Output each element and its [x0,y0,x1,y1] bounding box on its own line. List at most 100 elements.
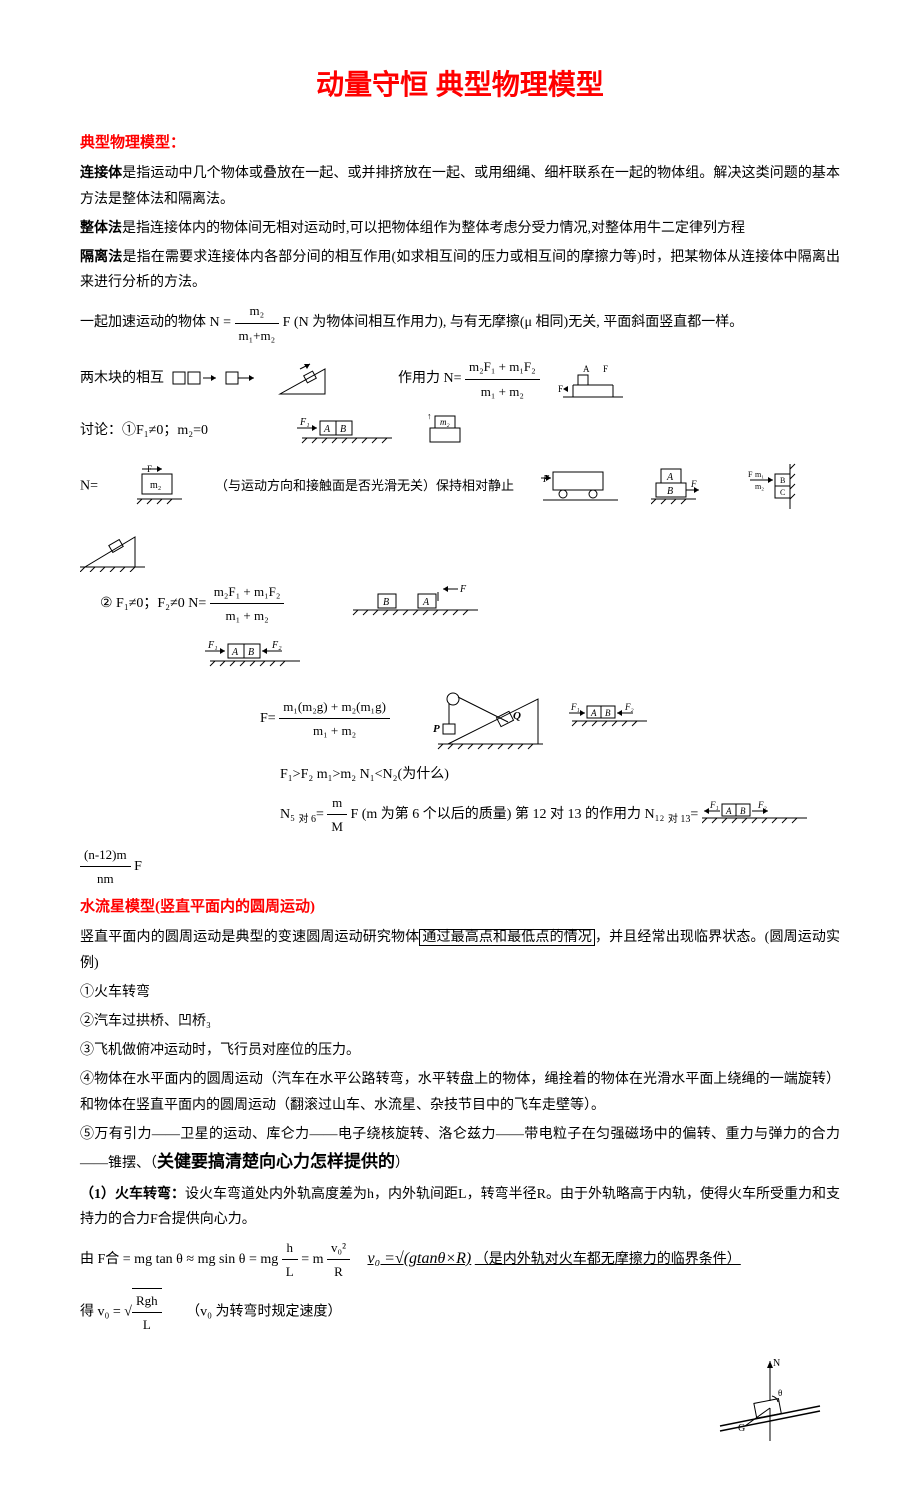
diagram-table: F A F [553,357,633,402]
item5: ⑤万有引力——卫星的运动、库仑力——电子绕核旋转、洛仑兹力——带电粒子在匀强磁场… [80,1122,840,1178]
para-accel: 一起加速运动的物体 N = m₂ m₁+m₂ F (N 为物体间相互作用力), … [80,299,840,347]
frac-v0-num: v₀² [327,1236,350,1260]
bold-2: 整体法 [80,221,122,236]
svg-text:m₂: m₂ [440,417,450,427]
text-1: 是指运动中几个物体或叠放在一起、或并排挤放在一起、或用细绳、细杆联系在一起的物体… [80,166,840,206]
formula-2-post: （v₀ 为转弯时规定速度） [186,1304,341,1319]
svg-text:N: N [773,1358,780,1369]
svg-text:θ: θ [778,1388,782,1398]
train-para: （1）火车转弯：设火车弯道处内外轨高度差为h，内外轨间距L，转弯半径R。由于外轨… [80,1182,840,1232]
svg-text:A: A [583,364,590,374]
svg-text:↑: ↑ [427,411,432,421]
bold-3: 隔离法 [80,250,122,265]
svg-text:B: B [667,486,673,497]
svg-text:F₂: F₂ [757,801,767,810]
svg-text:P: P [433,723,440,735]
para-connector: 连接体是指运动中几个物体或叠放在一起、或并排挤放在一起、或用细绳、细杆联系在一起… [80,161,840,211]
train-diagram-row: N G θ [80,1346,840,1446]
svg-text:B: B [383,597,389,608]
diagram-ab-4: F₁ A B F₂ [702,801,812,829]
para-isolate: 隔离法是指在需要求连接体内各部分间的相互作用(如求相互间的压力或相互间的摩擦力等… [80,245,840,295]
formula-row-2: 得 v₀ = √ Rgh L （v₀ 为转弯时规定速度） [80,1288,840,1337]
item4: ④物体在水平面内的圆周运动（汽车在水平公路转弯，水平转盘上的物体，绳拴着的物体在… [80,1067,840,1117]
frac-5: m M [327,791,347,839]
compare-row: F₁>F₂ m₁>m₂ N₁<N₂(为什么) [80,762,840,787]
svg-text:B: B [780,476,785,485]
v0-note: （是内外轨对火车都无摩擦力的临界条件） [475,1252,741,1267]
frac-2-den: m₁ + m₂ [465,380,540,403]
svg-text:C: C [780,488,785,497]
frac-4: m₁(m₂g) + m₂(m₁g) m₁ + m₂ [279,695,390,743]
formula-1: 由 F合 = mg tan θ ≈ mg sin θ = mg [80,1252,278,1267]
text-5: 两木块的相互 [80,371,164,386]
svg-text:B: B [605,708,611,718]
diagram-row-1: 两木块的相互 作用力 N= m₂F₁ + m₁F₂ m₁ + m₂ F A F [80,355,840,403]
n-label: N= [80,479,98,494]
frac-2-num: m₂F₁ + m₁F₂ [465,355,540,379]
case2-row: ② F₁≠0；F₂≠0 N= m₂F₁ + m₁F₂ m₁ + m₂ B A F [80,580,840,628]
svg-text:F: F [459,584,467,595]
frac-5-num: m [327,791,347,815]
f-formula-row: F= m₁(m₂g) + m₂(m₁g) m₁ + m₂ P Q F₁ A B … [80,684,840,754]
section-header-1: 典型物理模型： [80,130,840,157]
svg-text:m₂: m₂ [150,480,161,491]
diagram-train-incline: N G θ [700,1346,840,1446]
svg-text:m₂: m₂ [755,482,764,491]
discuss-label: 讨论：①F₁≠0；m₂=0 [80,423,208,438]
svg-text:G: G [738,1423,745,1434]
frac-hL: h L [282,1236,298,1284]
train-bold: （1）火车转弯： [80,1187,185,1202]
frac-v0-den: R [327,1260,350,1283]
n5-post: F (m 为第 6 个以后的质量) 第 12 对 13 的作用力 N₁₂ [350,807,667,822]
sec2-header: 水流星模型(竖直平面内的圆周运动) [80,899,315,915]
frac-hL-den: L [282,1260,298,1283]
n5-pre: N₅ [280,807,299,822]
svg-text:A: A [422,597,430,608]
text-2: 是指连接体内的物体间无相对运动时,可以把物体组作为整体考虑分受力情况,对整体用牛… [122,221,745,236]
svg-text:F₁: F₁ [207,640,218,651]
diagram-incline-1 [275,359,335,399]
frac-v0: v₀² R [327,1236,350,1284]
diagram-stack: m₂ ↑ [425,411,475,451]
item1: ①火车转弯 [80,980,840,1005]
svg-text:F: F [603,364,608,374]
svg-text:F: F [690,479,697,489]
n5-sub2: 对 13 [668,814,691,825]
svg-text:F₂: F₂ [624,702,634,712]
svg-text:F: F [558,384,563,394]
sec2-p1-pre: 竖直平面内的圆周运动是典型的变速圆周运动研究物体 [80,930,419,945]
svg-text:Q: Q [513,710,521,722]
incline-small-row [80,522,840,572]
frac-4-num: m₁(m₂g) + m₂(m₁g) [279,695,390,719]
para-whole: 整体法是指连接体内的物体间无相对运动时,可以把物体组作为整体考虑分受力情况,对整… [80,216,840,241]
text-4-post: F (N 为物体间相互作用力), 与有无摩擦(μ 相同)无关, 平面斜面竖直都一… [283,315,744,330]
frac-1-num: m₂ [235,299,280,323]
svg-text:A: A [725,806,732,816]
formula-row-1: 由 F合 = mg tan θ ≈ mg sin θ = mg h L = m … [80,1236,840,1284]
frac-hL-num: h [282,1236,298,1260]
sec1-header: 典型物理模型： [80,135,185,151]
frac-6-num: (n-12)m [80,843,131,867]
frac-1: m₂ m₁+m₂ [235,299,280,347]
final-frac-row: (n-12)m nm F [80,843,840,891]
svg-text:B: B [340,424,346,435]
compare-text: F₁>F₂ m₁>m₂ N₁<N₂(为什么) [280,767,449,782]
text-5-right: 作用力 N= [398,371,462,386]
frac-1-den: m₁+m₂ [235,324,280,347]
diagram-wall: m₁ m₂ B C F [745,459,805,514]
diagram-cart: F [538,464,628,509]
text-4-pre: 一起加速运动的物体 N = [80,315,235,330]
n-row: N= m₂ F （与运动方向和接触面是否光滑无关）保持相对静止 F A B F [80,459,840,514]
bold-1: 连接体 [80,166,122,181]
n5-eq: = [690,807,698,822]
formula-mid: = m [301,1252,323,1267]
svg-text:B: B [248,647,254,658]
svg-text:F₁: F₁ [570,702,580,712]
final-frac-post: F [134,859,142,874]
diagram-BA-surface: B A F [348,584,488,624]
svg-text:A: A [666,472,674,483]
text-3: 是指在需要求连接体内各部分间的相互作用(如求相互间的压力或相互间的摩擦力等)时，… [80,250,840,290]
train-text: 设火车弯道处内外轨高度差为h，内外轨间距L，转弯半径R。由于外轨略高于内轨，使得… [80,1187,840,1227]
n5-sub: 对 6 [299,814,317,825]
diagram-incline-2 [80,522,150,572]
